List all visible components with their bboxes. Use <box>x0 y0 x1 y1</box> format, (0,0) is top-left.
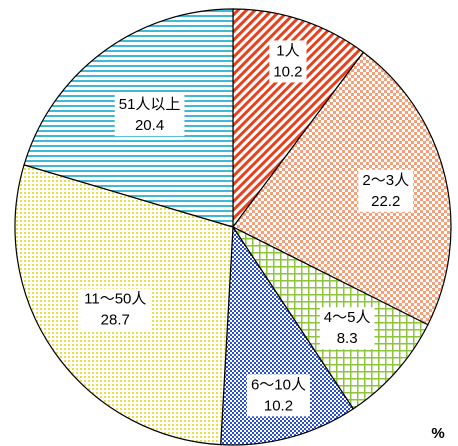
slice-label: 1人 10.2 <box>269 40 307 83</box>
slice-label: 51人以上 20.4 <box>114 94 185 137</box>
label-background <box>319 307 375 350</box>
label-background <box>114 94 185 137</box>
unit-label: % <box>431 425 444 442</box>
category-label: 11～50人 <box>84 291 146 308</box>
slice-label: 2～3人 22.2 <box>358 169 414 212</box>
label-background <box>358 169 414 212</box>
value-label: 8.3 <box>337 330 358 347</box>
label-background <box>246 374 311 417</box>
category-label: 1人 <box>276 42 299 59</box>
category-label: 51人以上 <box>119 96 181 113</box>
category-label: 2～3人 <box>362 172 409 189</box>
pie-slice <box>232 51 452 326</box>
value-label: 10.2 <box>264 397 293 414</box>
value-label: 20.4 <box>135 117 164 134</box>
value-label: 10.2 <box>273 63 302 80</box>
slice-label: 6～10人 10.2 <box>246 374 311 417</box>
slice-label: 4～5人 8.3 <box>319 307 375 350</box>
label-background <box>269 40 307 83</box>
value-label: 28.7 <box>101 312 130 329</box>
label-background <box>80 288 151 331</box>
slice-label: 11～50人 28.7 <box>80 288 151 331</box>
value-label: 22.2 <box>371 193 400 210</box>
pie-slice <box>232 8 365 229</box>
category-label: 4～5人 <box>324 309 371 326</box>
category-label: 6～10人 <box>251 376 306 393</box>
